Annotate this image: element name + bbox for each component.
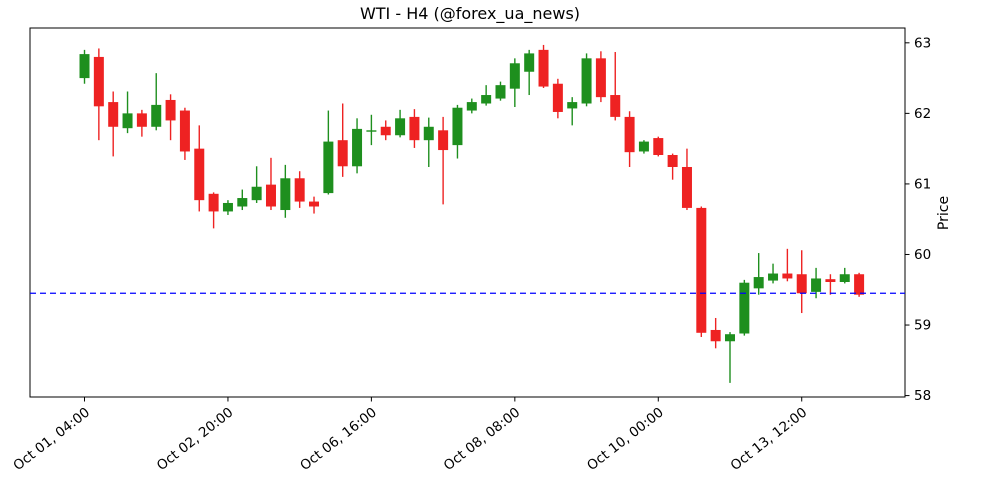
- x-axis-ticks: Oct 01, 04:00 Oct 02, 20:00 Oct 06, 16:00 O…: [10, 397, 810, 474]
- candle-body-up: [481, 95, 492, 104]
- candle-body-down: [294, 178, 305, 202]
- candle-body-down: [409, 116, 420, 141]
- candle-body-up: [581, 58, 592, 104]
- candle-body-up: [509, 63, 520, 89]
- candle-body-up: [638, 141, 649, 152]
- candle-body-up: [395, 118, 406, 136]
- candle-body-up: [251, 186, 262, 201]
- candle-body-up: [811, 278, 822, 292]
- x-tick-label: Oct 10, 00:00: [584, 405, 667, 474]
- candle-body-down: [136, 113, 147, 127]
- candle-body-up: [725, 334, 735, 342]
- candle-body-down: [265, 184, 276, 207]
- y-axis-ticks: 58 59 60 61 62 63: [905, 35, 931, 404]
- candle-body-down: [825, 279, 836, 282]
- candle-body-down: [165, 99, 176, 121]
- candle-body-down: [624, 116, 635, 153]
- candle-body-up: [79, 54, 90, 79]
- candle-body-up: [151, 104, 162, 127]
- candle-body-up: [753, 277, 764, 289]
- x-tick-label: Oct 01, 04:00: [10, 405, 93, 474]
- candle-body-up: [839, 274, 850, 282]
- candle-body-down: [194, 148, 205, 201]
- candle-body-up: [366, 130, 377, 132]
- candle-body-up: [222, 202, 233, 212]
- candle-body-up: [524, 53, 535, 72]
- candle-body-down: [438, 130, 449, 151]
- y-tick-label: 62: [914, 106, 931, 122]
- candle-body-up: [452, 107, 463, 146]
- candle-body-down: [653, 138, 664, 155]
- candle-body-down: [538, 49, 549, 87]
- candle-body-down: [610, 95, 621, 117]
- y-tick-label: 59: [914, 318, 931, 334]
- candle-body-down: [208, 193, 219, 212]
- candle-body-up: [323, 141, 334, 194]
- candle-body-up: [567, 102, 578, 109]
- candle-body-down: [796, 274, 807, 294]
- candle-body-down: [309, 201, 320, 207]
- candle-body-down: [681, 166, 692, 208]
- x-tick-label: Oct 06, 16:00: [297, 405, 380, 474]
- candles-group: [79, 44, 865, 383]
- candle-body-down: [179, 110, 190, 152]
- y-tick-label: 58: [914, 388, 931, 404]
- candle-body-up: [768, 273, 779, 281]
- candle-body-up: [466, 102, 477, 111]
- y-tick-label: 61: [914, 176, 931, 192]
- candle-body-up: [352, 128, 363, 167]
- candle-body-down: [667, 154, 678, 167]
- plot-border: [29, 27, 906, 398]
- candle-body-up: [423, 126, 434, 141]
- candle-body-down: [710, 329, 721, 342]
- candle-body-down: [782, 273, 793, 279]
- candle-body-down: [337, 140, 348, 167]
- candle-body-down: [696, 207, 707, 333]
- candle-body-down: [93, 56, 104, 107]
- candle-body-up: [237, 198, 248, 207]
- candle-body-up: [739, 282, 750, 334]
- candle-body-down: [552, 83, 563, 112]
- candle-body-down: [854, 274, 865, 295]
- y-axis-label: Price: [936, 196, 952, 230]
- candle-body-up: [122, 113, 133, 129]
- y-tick-label: 60: [914, 247, 931, 263]
- x-tick-label: Oct 13, 12:00: [728, 405, 811, 474]
- candle-body-up: [280, 178, 291, 211]
- candle-body-down: [380, 126, 391, 136]
- candle-body-up: [495, 85, 506, 99]
- candle-body-down: [595, 58, 606, 98]
- chart-title: WTI - H4 (@forex_ua_news): [360, 4, 580, 24]
- x-tick-label: Oct 02, 20:00: [154, 405, 237, 474]
- x-tick-label: Oct 08, 08:00: [441, 405, 524, 474]
- y-tick-label: 63: [914, 35, 931, 51]
- candle-body-down: [108, 102, 119, 127]
